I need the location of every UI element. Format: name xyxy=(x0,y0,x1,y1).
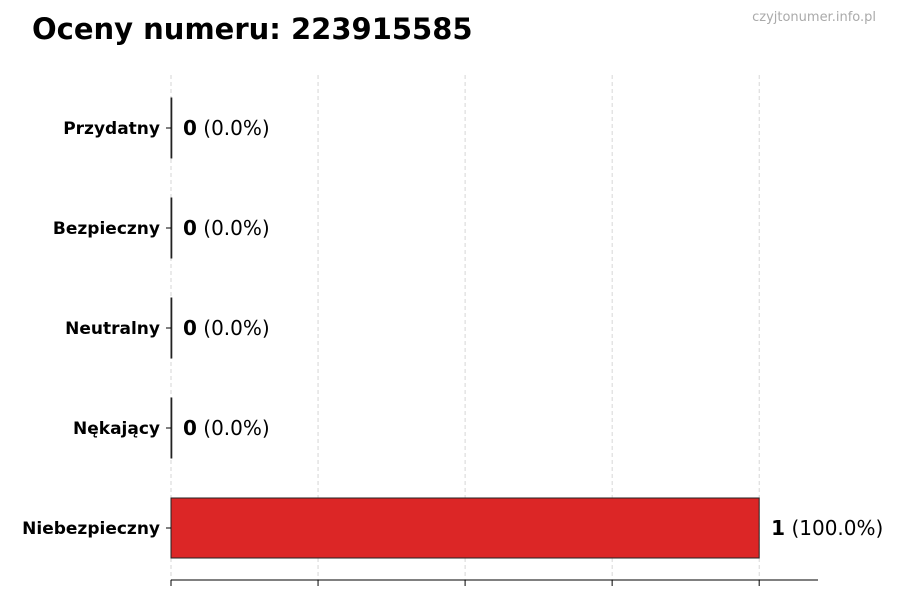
data-label: 0 (0.0%) xyxy=(183,216,270,240)
data-label: 0 (0.0%) xyxy=(183,316,270,340)
data-label-pct: (0.0%) xyxy=(197,216,270,240)
bar xyxy=(170,297,173,359)
bar xyxy=(170,197,173,259)
category-label: Bezpieczny xyxy=(53,219,160,239)
bar xyxy=(170,497,760,559)
category-label: Neutralny xyxy=(65,319,160,339)
data-label-count: 1 xyxy=(771,516,785,540)
category-label: Przydatny xyxy=(63,119,160,139)
data-label-count: 0 xyxy=(183,316,197,340)
chart-title: Oceny numeru: 223915585 xyxy=(32,12,473,46)
data-label: 1 (100.0%) xyxy=(771,516,883,540)
watermark: czyjtonumer.info.pl xyxy=(752,10,876,25)
category-label: Nękający xyxy=(73,419,160,439)
data-label-count: 0 xyxy=(183,116,197,140)
bar xyxy=(170,97,173,159)
category-label: Niebezpieczny xyxy=(22,519,160,539)
data-label-pct: (0.0%) xyxy=(197,116,270,140)
data-label-pct: (0.0%) xyxy=(197,416,270,440)
data-label: 0 (0.0%) xyxy=(183,416,270,440)
data-label-pct: (100.0%) xyxy=(785,516,883,540)
data-label-pct: (0.0%) xyxy=(197,316,270,340)
data-label: 0 (0.0%) xyxy=(183,116,270,140)
bar xyxy=(170,397,173,459)
data-label-count: 0 xyxy=(183,416,197,440)
data-label-count: 0 xyxy=(183,216,197,240)
